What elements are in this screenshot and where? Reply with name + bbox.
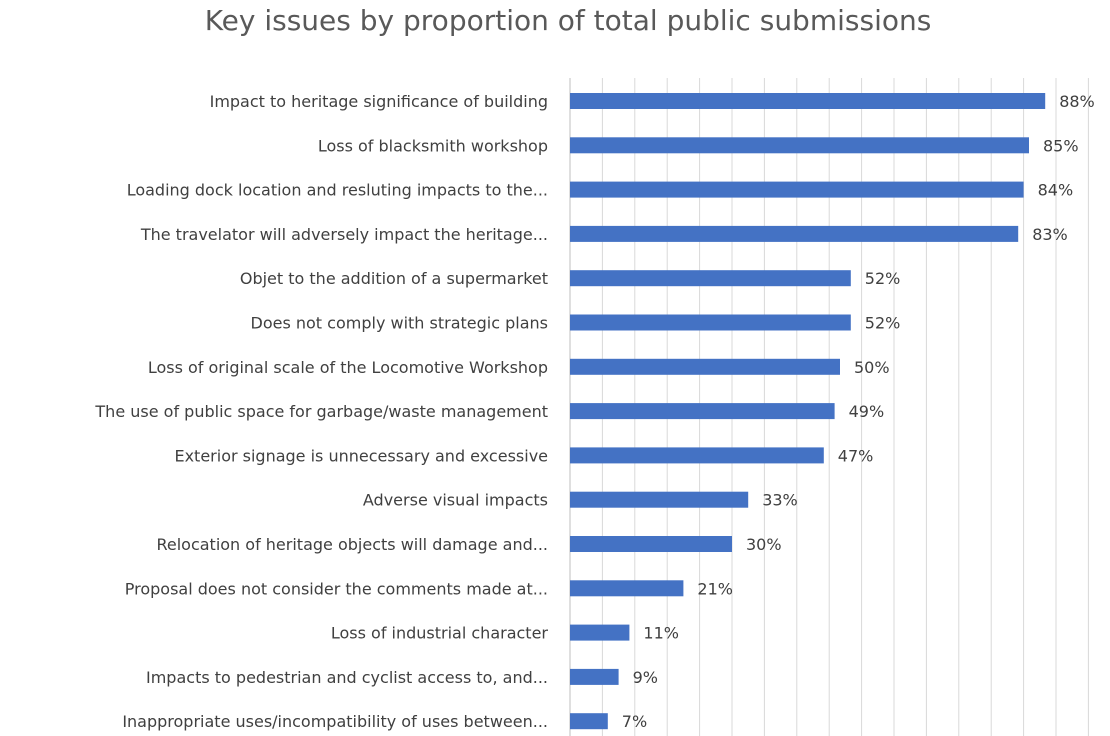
bar [570, 403, 835, 420]
bar [570, 93, 1046, 109]
bar [570, 536, 732, 552]
category-label: Relocation of heritage objects will dama… [156, 535, 548, 554]
data-label: 11% [643, 624, 679, 643]
category-label: Objet to the addition of a supermarket [240, 269, 548, 288]
bar [570, 580, 684, 597]
data-labels: 88% 85% 84% 83% 52% 52% 50% 49% 47% 33% 30% 21% 11% 9… [622, 92, 1095, 731]
data-label: 84% [1038, 181, 1074, 200]
category-label: Impact to heritage significance of build… [210, 92, 548, 111]
category-label: The travelator will adversely impact the… [140, 225, 548, 244]
bar [570, 713, 608, 730]
data-label: 9% [633, 668, 658, 687]
bar [570, 447, 824, 464]
category-label: Inappropriate uses/incompatibility of us… [122, 712, 548, 731]
data-label: 33% [762, 491, 798, 510]
data-label: 52% [865, 269, 901, 288]
category-label: Loss of industrial character [331, 624, 549, 643]
bars [570, 93, 1046, 730]
category-label: Adverse visual impacts [363, 491, 548, 510]
data-label: 50% [854, 358, 890, 377]
category-label: Impacts to pedestrian and cyclist access… [146, 668, 548, 687]
category-label: Loss of blacksmith workshop [318, 136, 548, 155]
bar [570, 225, 1019, 242]
category-label: Loading dock location and resluting impa… [127, 181, 548, 200]
bar [570, 491, 749, 508]
category-label: Loss of original scale of the Locomotive… [148, 358, 548, 377]
data-label: 52% [865, 314, 901, 333]
category-label: The use of public space for garbage/wast… [94, 402, 548, 421]
category-label: Proposal does not consider the comments … [125, 579, 548, 598]
category-label: Does not comply with strategic plans [251, 314, 549, 333]
bar [570, 181, 1024, 198]
data-label: 47% [838, 446, 874, 465]
data-label: 49% [849, 402, 885, 421]
data-label: 7% [622, 712, 647, 731]
data-label: 83% [1032, 225, 1068, 244]
bar [570, 314, 851, 331]
data-label: 30% [746, 535, 782, 554]
data-label: 85% [1043, 136, 1079, 155]
bar [570, 668, 619, 685]
category-label: Exterior signage is unnecessary and exce… [174, 446, 548, 465]
chart-title: Key issues by proportion of total public… [204, 4, 932, 37]
bar [570, 137, 1029, 154]
bar [570, 358, 840, 375]
bar [570, 624, 630, 641]
data-label: 88% [1059, 92, 1095, 111]
data-label: 21% [697, 579, 733, 598]
bar [570, 270, 851, 287]
category-labels: Impact to heritage significance of build… [94, 92, 548, 731]
